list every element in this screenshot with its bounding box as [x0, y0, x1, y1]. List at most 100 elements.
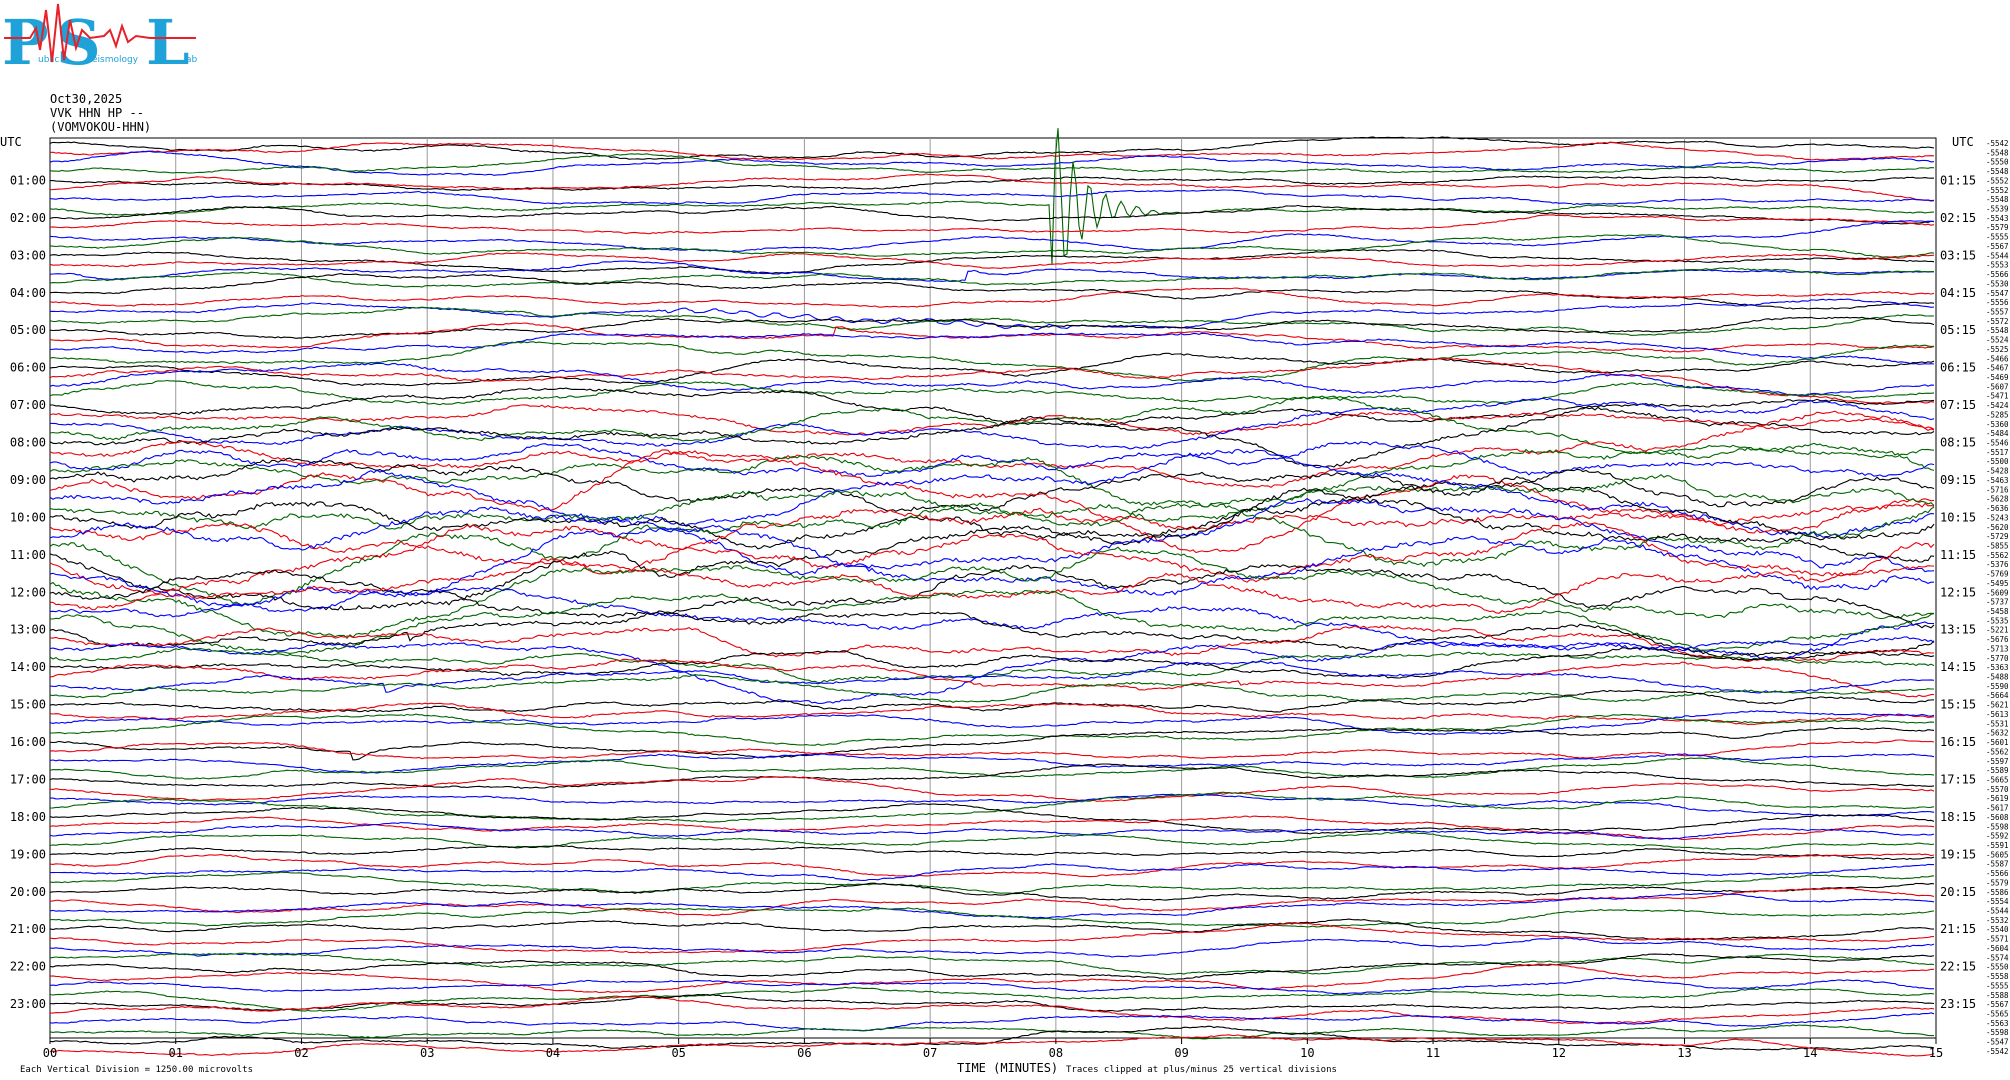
trace-row-11 [49, 234, 1935, 258]
trace-row-88 [49, 953, 1935, 980]
trace-row-69 [49, 776, 1935, 802]
right-hour-label: 13:15 [1940, 623, 1976, 637]
trace-offset-label: -5579 [1986, 223, 2009, 232]
trace-row-9 [49, 214, 1935, 235]
trace-row-90 [49, 977, 1935, 995]
trace-offset-label: -5574 [1986, 953, 2009, 962]
trace-offset-label: -5676 [1986, 635, 2009, 644]
trace-offset-label: -5484 [1986, 429, 2009, 438]
trace-offset-label: -5550 [1986, 963, 2009, 972]
trace-offset-label: -5424 [1986, 401, 2009, 410]
trace-row-20 [49, 316, 1935, 339]
right-hour-label: 22:15 [1940, 960, 1976, 974]
trace-row-1 [49, 141, 1935, 161]
trace-offset-label: -5548 [1986, 167, 2009, 176]
trace-row-81 [49, 887, 1935, 917]
trace-row-37 [49, 449, 1935, 554]
trace-offset-label: -5542 [1986, 1047, 2009, 1056]
trace-row-60 [49, 689, 1935, 713]
left-hour-label: 16:00 [10, 735, 46, 749]
left-hour-labels: 01:00 02:00 03:00 04:00 05:00 06:00 07:00 08:00… [10, 173, 46, 1011]
x-tick-label: 02 [294, 1046, 308, 1060]
right-hour-label: 07:15 [1940, 398, 1976, 412]
trace-offset-label: -5543 [1986, 214, 2009, 223]
trace-offset-label: -5547 [1986, 289, 2009, 298]
right-hour-label: 11:15 [1940, 548, 1976, 562]
logo-word-ublic: ublic [38, 55, 59, 65]
trace-row-7 [49, 128, 1935, 265]
trace-offset-label: -5628 [1986, 495, 2009, 504]
left-hour-label: 12:00 [10, 585, 46, 599]
trace-row-74 [49, 821, 1935, 840]
trace-offset-label: -5495 [1986, 579, 2009, 588]
right-hour-label: 19:15 [1940, 847, 1976, 861]
trace-row-41 [49, 502, 1935, 575]
scale-note: Each Vertical Division = 1250.00 microvo… [20, 1065, 253, 1075]
right-hour-label: 01:15 [1940, 173, 1976, 187]
trace-row-10 [49, 220, 1935, 253]
trace-row-36 [49, 457, 1935, 512]
trace-row-68 [49, 763, 1935, 789]
right-hour-label: 05:15 [1940, 323, 1976, 337]
station-location: (VOMVOKOU-HHN) [50, 120, 151, 134]
trace-offset-label: -5562 [1986, 551, 2009, 560]
right-hour-label: 23:15 [1940, 997, 1976, 1011]
trace-row-86 [49, 937, 1935, 958]
left-hour-label: 22:00 [10, 960, 46, 974]
trace-offset-label: -5665 [1986, 775, 2009, 784]
logo-word-eismology: eismology [92, 55, 139, 65]
trace-row-21 [49, 322, 1935, 353]
trace-row-6 [49, 189, 1935, 206]
trace-offset-label: -5601 [1986, 738, 2009, 747]
trace-offset-label: -5530 [1986, 279, 2009, 288]
trace-offset-label: -5517 [1986, 448, 2009, 457]
trace-row-52 [49, 610, 1935, 658]
trace-row-79 [49, 871, 1935, 894]
left-hour-label: 20:00 [10, 885, 46, 899]
x-tick-label: 10 [1300, 1046, 1314, 1060]
trace-offset-label: -5632 [1986, 729, 2009, 738]
trace-row-26 [49, 362, 1935, 397]
right-hour-label: 06:15 [1940, 361, 1976, 375]
right-hour-label: 10:15 [1940, 510, 1976, 524]
trace-row-55 [49, 647, 1935, 684]
x-tick-label: 07 [923, 1046, 937, 1060]
left-hour-label: 14:00 [10, 660, 46, 674]
trace-offset-label: -5598 [1986, 1028, 2009, 1037]
trace-offset-label: -5729 [1986, 532, 2009, 541]
x-tick-label: 04 [546, 1046, 560, 1060]
trace-offset-label: -5605 [1986, 850, 2009, 859]
trace-offset-label: -5500 [1986, 457, 2009, 466]
trace-offset-labels: -5542-5548-5550-5548-5552-5552-5548-5539… [1986, 139, 2009, 1056]
trace-offset-label: -5592 [1986, 832, 2009, 841]
right-hour-label: 16:15 [1940, 735, 1976, 749]
trace-offset-label: -5458 [1986, 607, 2009, 616]
trace-row-35 [49, 442, 1935, 508]
logo-seismic-signal-icon [4, 3, 196, 63]
left-hour-label: 19:00 [10, 847, 46, 861]
trace-offset-label: -5552 [1986, 176, 2009, 185]
left-hour-label: 21:00 [10, 922, 46, 936]
trace-offset-label: -5586 [1986, 888, 2009, 897]
trace-offset-label: -5532 [1986, 916, 2009, 925]
left-hour-label: 07:00 [10, 398, 46, 412]
trace-row-57 [49, 658, 1935, 698]
trace-offset-label: -5556 [1986, 298, 2009, 307]
left-hour-label: 04:00 [10, 286, 46, 300]
logo-letter-l: L [146, 6, 190, 79]
trace-offset-label: -5716 [1986, 485, 2009, 494]
trace-offset-label: -5546 [1986, 439, 2009, 448]
trace-offset-label: -5587 [1986, 860, 2009, 869]
trace-offset-label: -5376 [1986, 560, 2009, 569]
trace-offset-label: -5524 [1986, 336, 2009, 345]
right-hour-label: 12:15 [1940, 585, 1976, 599]
left-hour-label: 15:00 [10, 698, 46, 712]
trace-row-43 [49, 502, 1935, 607]
logo-word-ab: ab [186, 55, 198, 65]
trace-row-82 [49, 892, 1935, 919]
trace-row-61 [49, 702, 1935, 726]
trace-row-91 [49, 986, 1935, 1012]
right-hour-label: 04:15 [1940, 286, 1976, 300]
trace-row-67 [49, 757, 1935, 780]
